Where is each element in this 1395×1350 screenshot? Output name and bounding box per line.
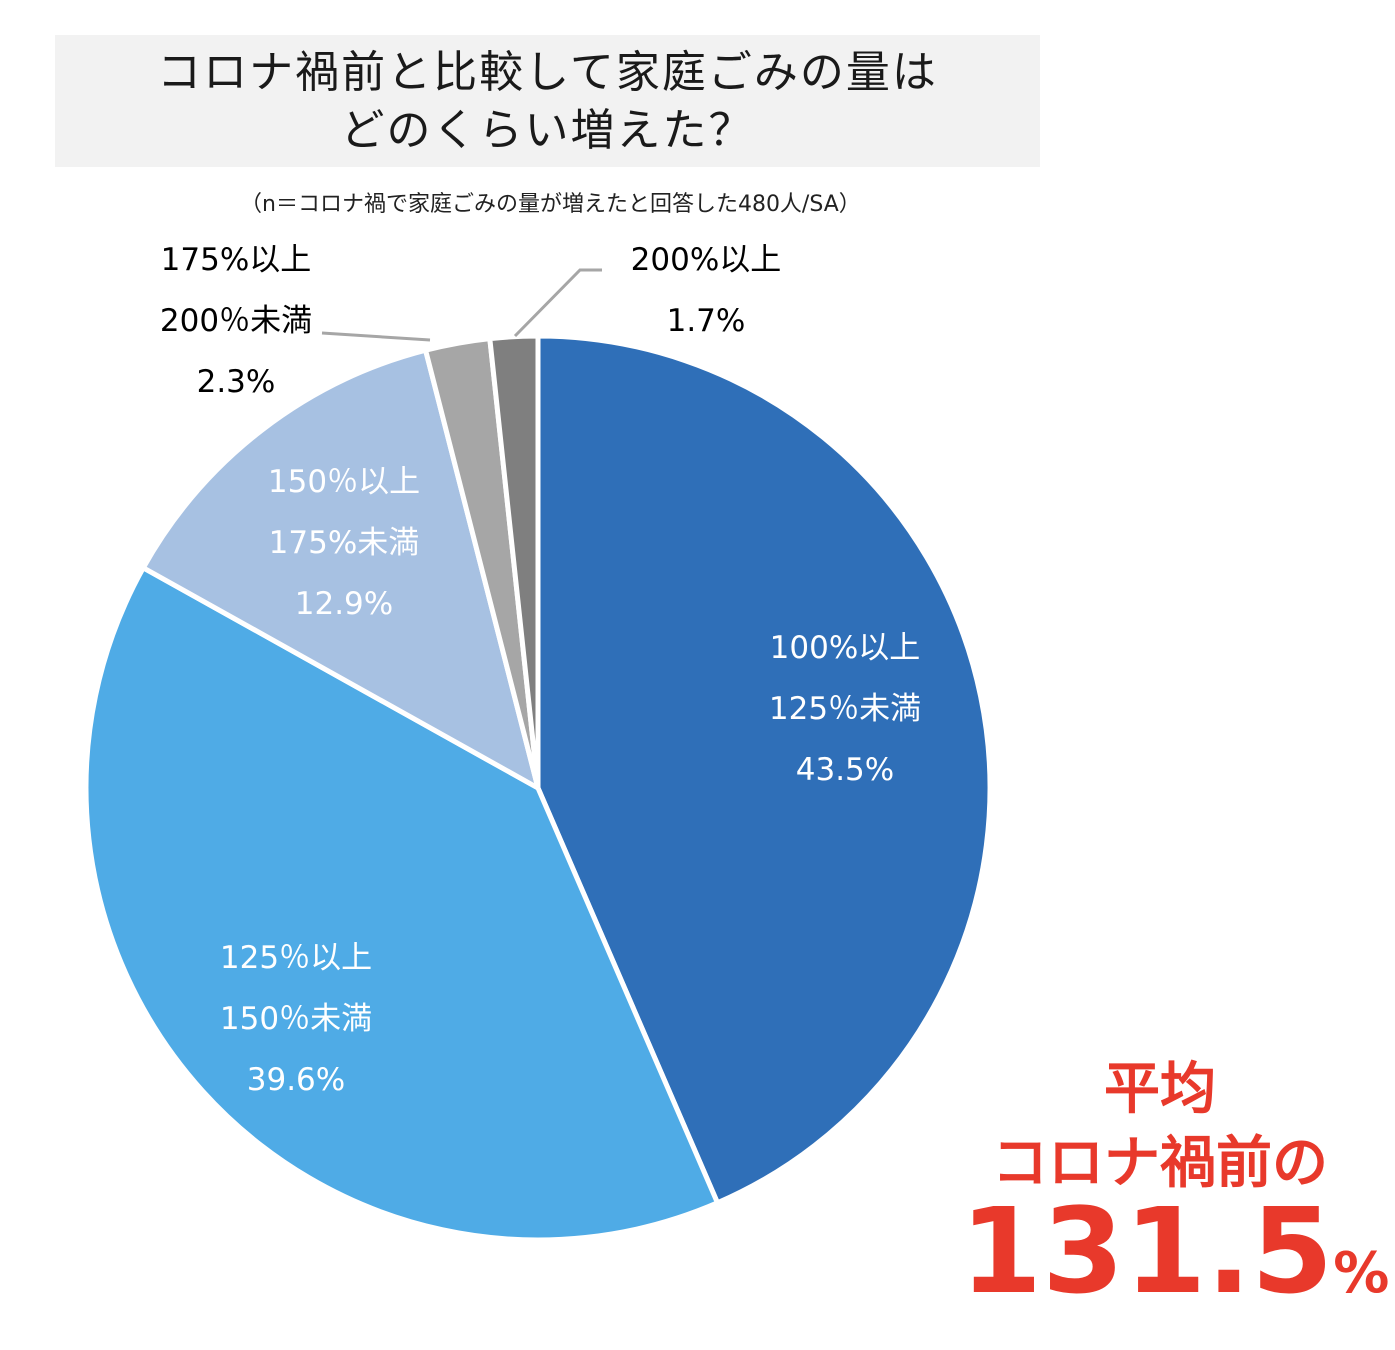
average-callout: 平均 コロナ禍前の 131.5% [960, 1057, 1389, 1311]
slice-category-label-4: 200％未満 [160, 303, 312, 339]
slice-value-label-2: 39.6% [247, 1062, 345, 1098]
slice-category-label-2: 125％以上 [220, 940, 372, 976]
chart-title-line-2: どのくらい増えた？ [340, 105, 755, 156]
pie-slice-5 [487, 333, 541, 791]
average-value: 131.5 [960, 1182, 1334, 1320]
slice-value-label-1: 43.5% [796, 752, 894, 788]
slice-category-label-3: 175%未満 [269, 525, 420, 561]
leader-line-4 [321, 331, 431, 342]
slice-category-label-4: 175%以上 [161, 242, 312, 278]
pie-slice-3 [140, 347, 541, 791]
pie-slice-2 [83, 565, 721, 1243]
slice-category-label-3: 150％以上 [268, 464, 420, 500]
slice-category-label-1: 100%以上 [770, 630, 921, 666]
slice-value-label-5: 1.7% [667, 303, 746, 339]
average-value-wrap: 131.5% [960, 1192, 1389, 1310]
pie-slice-1 [535, 333, 993, 1206]
average-unit: % [1333, 1241, 1390, 1306]
leader-line-5 [513, 268, 602, 338]
slice-category-label-5: 200%以上 [631, 242, 782, 278]
chart-subtitle: （n＝コロナ禍で家庭ごみの量が増えたと回答した480人/SA） [240, 192, 861, 217]
slice-category-label-1: 125％未満 [769, 691, 921, 727]
slice-value-label-4: 2.3% [197, 364, 276, 400]
chart-title-box: コロナ禍前と比較して家庭ごみの量は どのくらい増えた？ [55, 35, 1040, 167]
average-caption: コロナ禍前の [992, 1131, 1328, 1196]
chart-title-line-1: コロナ禍前と比較して家庭ごみの量は [157, 47, 938, 98]
slice-value-label-3: 12.9% [295, 586, 393, 622]
average-label: 平均 [1104, 1057, 1216, 1122]
slice-category-label-2: 150％未満 [220, 1001, 372, 1037]
